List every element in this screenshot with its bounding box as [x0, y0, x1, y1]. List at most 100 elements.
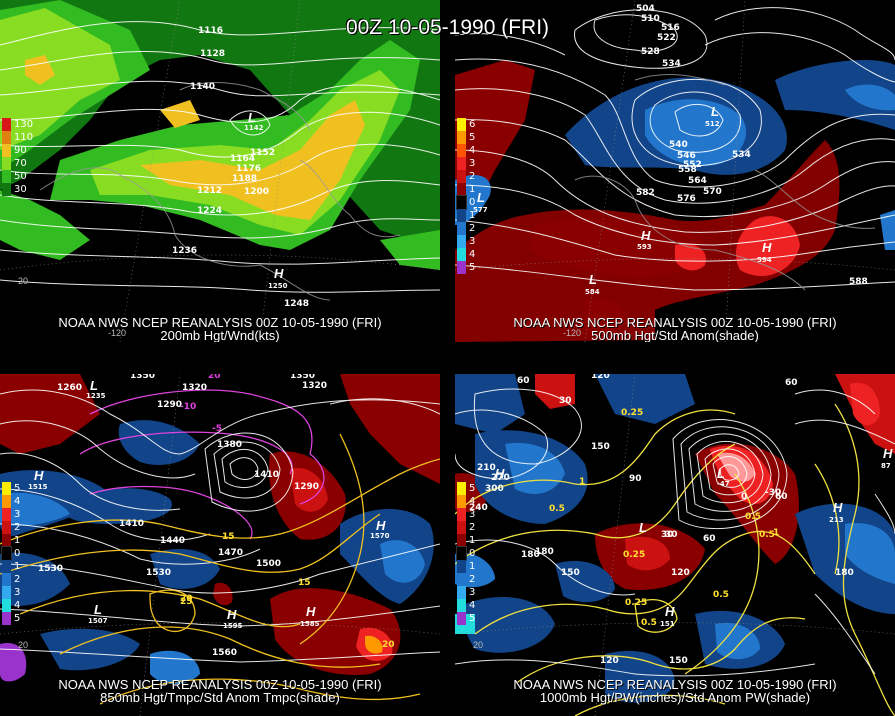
pw-label: 0.5 — [641, 618, 657, 628]
contour-label: 1188 — [232, 174, 258, 184]
legend-entry: 1 — [457, 209, 475, 222]
legend-swatch — [2, 183, 11, 196]
contour-label: 570 — [703, 187, 722, 197]
legend-label: 2 — [14, 574, 21, 585]
high-center-value: 151 — [660, 620, 675, 628]
legend-swatch — [2, 508, 11, 521]
high-center-value: 593 — [637, 243, 652, 251]
legend-entry: 4 — [457, 248, 475, 261]
legend-label: 1 — [469, 535, 476, 546]
legend-swatch — [457, 170, 466, 183]
high-center-value: 87 — [881, 462, 891, 470]
legend-entry: 2 — [457, 170, 475, 183]
legend-label: 6 — [469, 119, 476, 130]
legend-entry: 4 — [2, 495, 20, 508]
contour-label: 1470 — [218, 548, 244, 558]
contour-label: 1320 — [302, 381, 328, 391]
legend-swatch — [2, 599, 11, 612]
legend-label: 4 — [469, 600, 476, 611]
high-center-marker: H — [833, 500, 843, 515]
legend-label: 5 — [14, 483, 21, 494]
contour-label: 1128 — [200, 49, 226, 59]
pw-label: 1 — [579, 477, 586, 487]
legend-entry: 2 — [457, 222, 475, 235]
contour-label: 1560 — [212, 648, 238, 658]
legend-swatch — [457, 586, 466, 599]
legend-entry: 2 — [457, 521, 475, 534]
high-center-marker: H — [883, 446, 893, 461]
legend-label: 1 — [14, 535, 21, 546]
contour-label: 120 — [600, 656, 619, 666]
legend-swatch — [457, 261, 466, 274]
high-center-marker: H — [306, 604, 316, 619]
legend-swatch — [457, 599, 466, 612]
legend-std-anomaly-temp: 5 4 3 2 1 0 1 2 3 4 5 — [1, 482, 21, 625]
legend-entry: 4 — [457, 599, 475, 612]
legend-entry: 3 — [457, 235, 475, 248]
contour-label: 60 — [517, 376, 530, 386]
legend-label: 5 — [469, 262, 476, 273]
contour-label: 1410 — [119, 519, 145, 529]
legend-label: 4 — [469, 145, 476, 156]
contour-label: 60 — [785, 378, 798, 388]
pw-label: 1 — [773, 528, 780, 538]
contour-label: 1530 — [38, 564, 64, 574]
contour-label: 528 — [641, 47, 660, 57]
contour-label: 270 — [491, 473, 510, 483]
legend-swatch — [2, 170, 11, 183]
legend-entry: 130 — [2, 118, 33, 131]
legend-swatch — [457, 573, 466, 586]
legend-label: 70 — [14, 158, 27, 169]
latitude-tick: 20 — [473, 640, 484, 650]
contour-label: 1500 — [256, 559, 282, 569]
low-center-value: 584 — [585, 288, 600, 296]
legend-swatch — [2, 521, 11, 534]
legend-swatch — [2, 560, 11, 573]
panel-200mb-height-wind: 130 110 90 70 50 30 1116 1128 1140 1152 1164 … — [0, 0, 440, 342]
contour-label: 534 — [662, 59, 681, 69]
panel-caption-line1: NOAA NWS NCEP REANALYSIS 00Z 10-05-1990 … — [58, 315, 382, 330]
contour-label: 564 — [688, 176, 707, 186]
legend-entry: 0 — [1, 546, 20, 561]
high-center-marker: H — [274, 266, 284, 281]
contour-label: 1350 — [130, 374, 156, 381]
high-center-value: 1250 — [268, 282, 288, 290]
legend-label: 2 — [469, 171, 476, 182]
contour-label: 0 — [741, 492, 748, 502]
contour-label: 1290 — [157, 400, 183, 410]
legend-swatch — [456, 546, 467, 561]
legend-label: 0 — [469, 197, 476, 208]
legend-entry: 0 — [456, 546, 475, 561]
legend-label: 4 — [14, 600, 21, 611]
legend-swatch — [2, 612, 11, 625]
legend-entry: 4 — [2, 599, 20, 612]
contour-label: 150 — [561, 568, 580, 578]
contour-label: 504 — [636, 4, 655, 14]
legend-label: 90 — [14, 145, 27, 156]
legend-entry: 30 — [2, 183, 33, 196]
legend-swatch — [2, 573, 11, 586]
legend-label: 2 — [469, 223, 476, 234]
legend-label: 110 — [14, 132, 34, 143]
high-center-value: 594 — [757, 256, 772, 264]
legend-swatch — [2, 495, 11, 508]
panel-caption-line1: NOAA NWS NCEP REANALYSIS 00Z 10-05-1990 … — [513, 315, 837, 330]
isotherm-label: -5 — [212, 424, 222, 434]
panel-caption-line2: 200mb Hgt/Wnd(kts) — [160, 328, 280, 342]
low-center-value: 1507 — [88, 617, 108, 625]
contour-label: 522 — [657, 33, 676, 43]
legend-swatch — [457, 183, 466, 196]
contour-label: 1176 — [236, 164, 262, 174]
legend-entry: 0 — [456, 195, 476, 210]
panel-caption-line1: NOAA NWS NCEP REANALYSIS 00Z 10-05-1990 … — [513, 677, 837, 692]
legend-swatch — [457, 560, 466, 573]
map-850mb — [0, 374, 440, 716]
legend-label: 30 — [14, 184, 27, 195]
high-center-marker: H — [495, 466, 505, 481]
legend-label: 4 — [14, 496, 21, 507]
high-center-marker: H — [641, 228, 651, 243]
contour-label: 1260 — [57, 383, 83, 393]
contour-label: 120 — [671, 568, 690, 578]
contour-label: 60 — [703, 534, 716, 544]
